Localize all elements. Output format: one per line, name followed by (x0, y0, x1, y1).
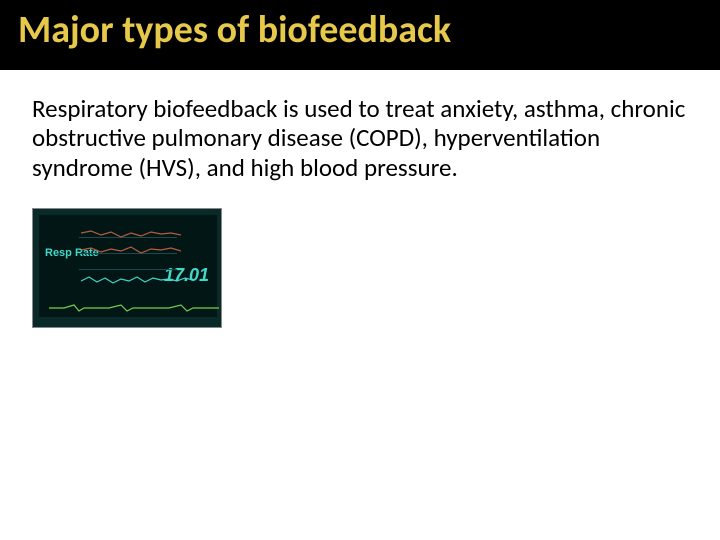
monitor-screen: Resp Rate 17.01 (39, 215, 217, 317)
body-area: Respiratory biofeedback is used to treat… (0, 70, 720, 329)
waveform-trace (81, 245, 181, 259)
title-bar: Major types of biofeedback (0, 0, 720, 70)
waveform-trace (49, 303, 219, 317)
slide-title: Major types of biofeedback (18, 10, 702, 52)
waveform-trace (81, 229, 181, 243)
grid-line (79, 269, 177, 270)
waveform-trace (81, 275, 193, 289)
monitor-bezel: Resp Rate 17.01 (32, 208, 222, 328)
monitor-image: Resp Rate 17.01 (32, 208, 688, 328)
body-paragraph: Respiratory biofeedback is used to treat… (32, 94, 688, 183)
slide: Major types of biofeedback Respiratory b… (0, 0, 720, 540)
